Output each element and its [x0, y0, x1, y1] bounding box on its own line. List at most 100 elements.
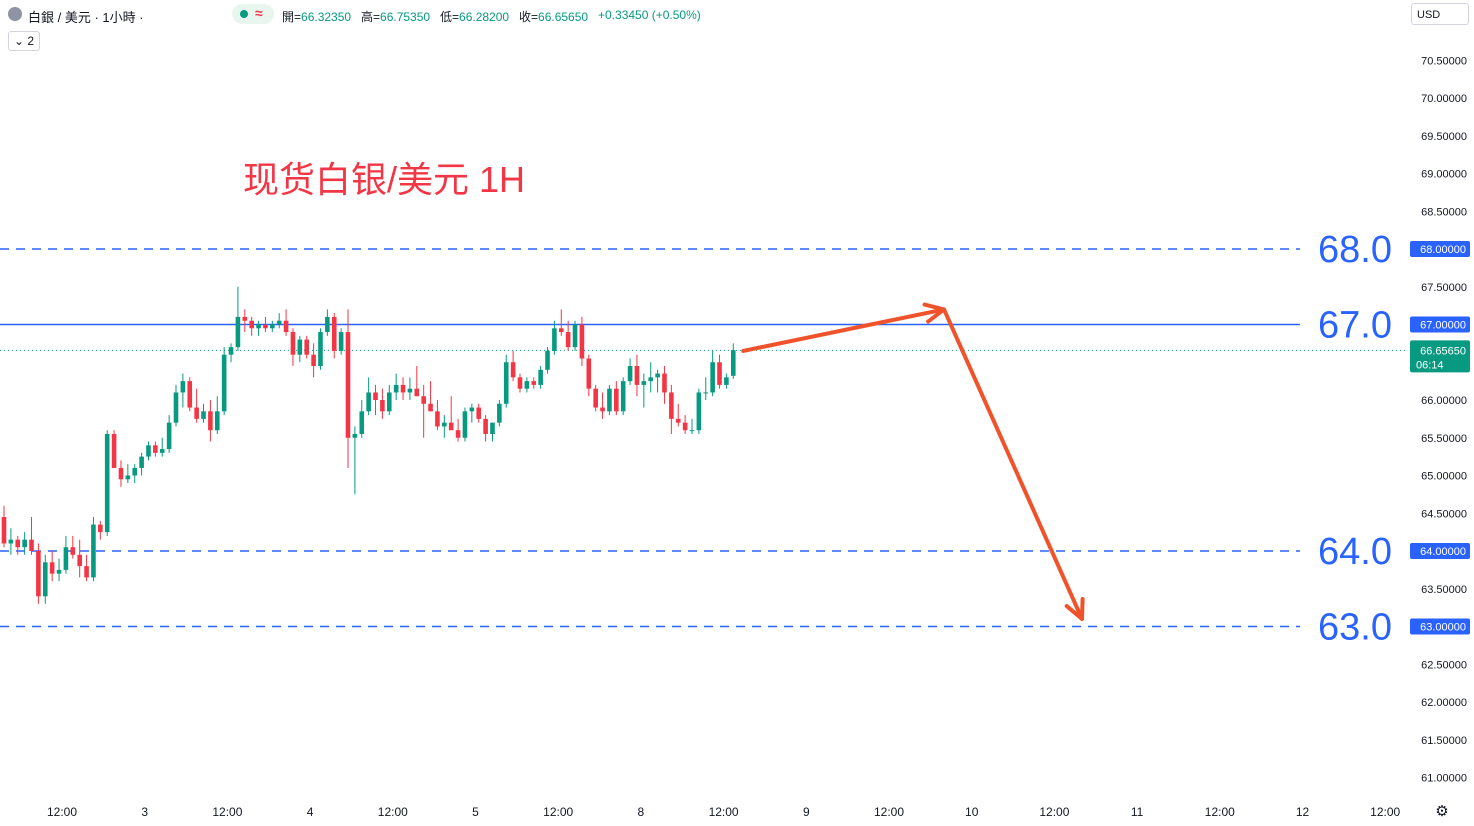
x-tick-9: 9 [803, 805, 810, 819]
market-status-pill[interactable]: ≈ [232, 4, 274, 24]
candle-body-81 [558, 328, 564, 333]
y-tick-8: 65.00000 [1421, 471, 1467, 483]
candle-86 [593, 384, 598, 412]
candle-53 [366, 377, 371, 416]
last-price-value: 66.65650 [1420, 345, 1466, 357]
candle-body-38 [263, 324, 268, 329]
level-axis-badge-3 [1410, 618, 1470, 635]
candle-body-56 [386, 392, 392, 412]
candle-body-17 [118, 467, 124, 480]
x-tick-14: 12:00 [1205, 805, 1235, 819]
candle-body-54 [373, 392, 378, 400]
candle-body-47 [325, 316, 330, 333]
time-axis[interactable]: 12:00 3 12:00 4 12:00 5 12:00 8 12:00 9 12:00 10 12:… [47, 805, 1401, 819]
chart-title-main: 白银/美元 1H [315, 159, 525, 200]
last-price-countdown: 06:14 [1416, 359, 1444, 371]
candle-38 [263, 316, 268, 333]
x-tick-2: 12:00 [212, 805, 242, 819]
candle-19 [132, 464, 138, 484]
candle-body-104 [717, 362, 722, 385]
candle-25 [173, 384, 179, 427]
candle-96 [662, 366, 667, 404]
candle-body-55 [380, 400, 385, 412]
candle-10 [70, 535, 76, 559]
candle-94 [648, 362, 654, 393]
level-label-1: 67.0 [1318, 305, 1392, 347]
y-tick-13: 67.50000 [1421, 282, 1467, 294]
candle-66 [455, 418, 461, 442]
level-axis-badge-0 [1410, 241, 1470, 257]
candle-57 [393, 373, 399, 400]
candle-body-21 [146, 445, 151, 457]
candle-56 [386, 384, 392, 416]
candle-47 [325, 309, 330, 336]
projection-arrowhead-down [1064, 596, 1085, 621]
candle-30 [208, 400, 213, 442]
candle-body-50 [345, 332, 351, 438]
chart-title-prefix: 现货 [243, 159, 315, 200]
candle-body-31 [214, 411, 220, 431]
candle-29 [201, 403, 206, 423]
candle-body-5 [36, 551, 41, 597]
market-open-dot-icon [240, 10, 248, 18]
candle-body-70 [483, 418, 488, 434]
candle-2 [15, 535, 21, 555]
x-tick-13: 11 [1131, 805, 1144, 819]
candle-body-69 [476, 407, 482, 419]
currency-selector[interactable]: USD [1411, 3, 1469, 25]
candle-body-45 [311, 354, 316, 367]
candle-52 [359, 400, 365, 438]
candle-32 [221, 347, 227, 416]
candle-body-1 [8, 539, 14, 544]
candle-18 [125, 464, 131, 484]
candle-93 [641, 373, 647, 408]
candle-89 [614, 381, 619, 416]
candle-58 [400, 377, 406, 400]
collapse-indicators-button[interactable]: ⌄ 2 [8, 31, 40, 51]
candle-100 [689, 418, 695, 434]
silver-symbol-icon [8, 7, 22, 21]
candle-28 [194, 388, 199, 423]
candle-91 [627, 358, 633, 385]
level-axis-badge-2 [1410, 543, 1470, 559]
candle-61 [421, 384, 426, 438]
candle-13 [91, 517, 96, 582]
candle-body-103 [710, 362, 715, 393]
candle-body-63 [435, 411, 440, 427]
y-tick-0: 61.00000 [1421, 773, 1467, 785]
x-tick-16: 12:00 [1370, 805, 1400, 819]
settings-gear-icon[interactable]: ⚙ [1435, 803, 1449, 820]
candle-body-75 [517, 377, 523, 389]
chart-header: 白銀 / 美元 · 1小時 · ≈ 開=66.32350 高=66.75350 … [0, 0, 1408, 30]
y-tick-9: 65.50000 [1421, 433, 1467, 445]
candle-48 [331, 313, 337, 359]
candle-83 [572, 320, 578, 351]
candle-99 [682, 415, 688, 434]
level-axis-label-2: 64.00000 [1420, 546, 1466, 558]
candle-body-32 [221, 354, 227, 412]
candle-35 [242, 309, 248, 333]
candle-65 [448, 396, 454, 431]
candle-14 [98, 520, 103, 540]
horizontal-levels [0, 248, 1300, 628]
candle-81 [558, 309, 564, 336]
price-axis[interactable]: 61.00000 61.50000 62.00000 62.50000 63.00000… [1410, 55, 1470, 785]
candle-9 [63, 535, 69, 574]
candle-body-4 [29, 539, 34, 551]
candle-79 [545, 347, 550, 374]
candle-body-86 [593, 388, 598, 408]
candle-3 [22, 532, 27, 555]
candle-64 [442, 415, 447, 438]
candle-54 [373, 384, 378, 416]
candle-body-29 [201, 411, 206, 419]
candle-body-16 [111, 433, 117, 468]
candle-body-90 [620, 381, 626, 412]
candle-body-28 [194, 407, 199, 419]
candle-body-65 [448, 422, 454, 431]
x-tick-7: 8 [638, 805, 645, 819]
candle-90 [620, 377, 626, 416]
candle-body-22 [153, 445, 158, 453]
candle-body-34 [235, 316, 241, 348]
symbol-title[interactable]: 白銀 / 美元 · 1小時 · [28, 10, 144, 25]
